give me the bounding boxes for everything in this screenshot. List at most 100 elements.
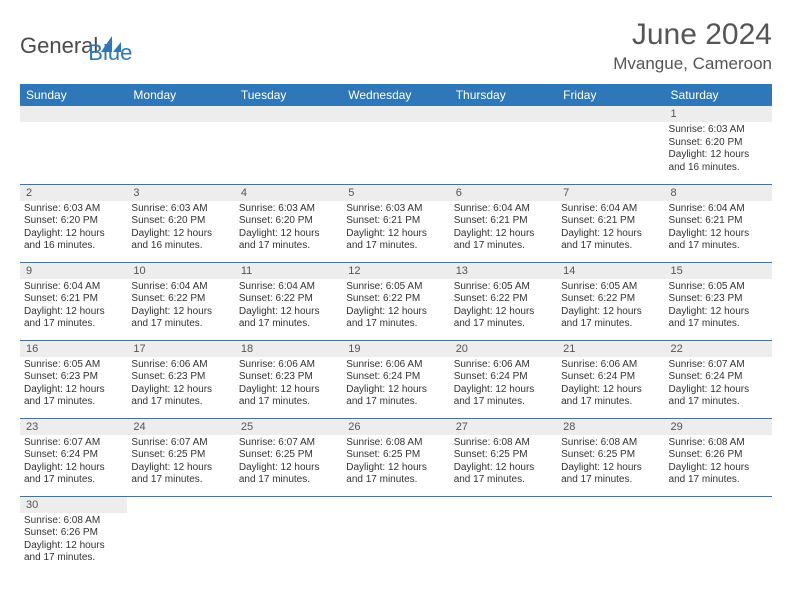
day-number: 16 — [20, 341, 127, 357]
day-header: Friday — [557, 84, 664, 106]
day-number: 20 — [450, 341, 557, 357]
day-cell: 14Sunrise: 6:05 AMSunset: 6:22 PMDayligh… — [557, 262, 664, 340]
day-details: Sunrise: 6:06 AMSunset: 6:24 PMDaylight:… — [346, 359, 445, 409]
day-cell: 15 Sunrise: 6:05 AMSunset: 6:23 PMDayligh… — [665, 262, 772, 340]
calendar-table: SundayMondayTuesdayWednesdayThursdayFrid… — [20, 84, 772, 574]
week-row: 30Sunrise: 6:08 AMSunset: 6:26 PMDayligh… — [20, 496, 772, 574]
day-cell: 27Sunrise: 6:08 AMSunset: 6:25 PMDayligh… — [450, 418, 557, 496]
empty-cell — [450, 106, 557, 184]
day-number: 30 — [20, 497, 127, 513]
week-row: 2Sunrise: 6:03 AMSunset: 6:20 PMDaylight… — [20, 184, 772, 262]
day-header-row: SundayMondayTuesdayWednesdayThursdayFrid… — [20, 84, 772, 106]
day-details: Sunrise: 6:03 AMSunset: 6:20 PMDaylight:… — [24, 203, 123, 253]
day-number: 18 — [235, 341, 342, 357]
empty-cell — [450, 496, 557, 574]
day-details: Sunrise: 6:07 AMSunset: 6:25 PMDaylight:… — [239, 437, 338, 487]
day-number: 25 — [235, 419, 342, 435]
day-cell: 19 Sunrise: 6:06 AMSunset: 6:24 PMDayligh… — [342, 340, 449, 418]
location: Mvangue, Cameroon — [613, 54, 772, 74]
week-row: 16 Sunrise: 6:05 AMSunset: 6:23 PMDayligh… — [20, 340, 772, 418]
day-cell: 12 Sunrise: 6:05 AMSunset: 6:22 PMDayligh… — [342, 262, 449, 340]
day-number: 4 — [235, 185, 342, 201]
day-cell: 11 Sunrise: 6:04 AMSunset: 6:22 PMDayligh… — [235, 262, 342, 340]
day-number: 24 — [127, 419, 234, 435]
day-details: Sunrise: 6:05 AMSunset: 6:23 PMDaylight:… — [669, 281, 768, 331]
day-cell: 22 Sunrise: 6:07 AMSunset: 6:24 PMDayligh… — [665, 340, 772, 418]
empty-cell — [127, 496, 234, 574]
day-details: Sunrise: 6:07 AMSunset: 6:25 PMDaylight:… — [131, 437, 230, 487]
day-cell: 29 Sunrise: 6:08 AMSunset: 6:26 PMDayligh… — [665, 418, 772, 496]
day-details: Sunrise: 6:06 AMSunset: 6:23 PMDaylight:… — [239, 359, 338, 409]
empty-cell — [342, 106, 449, 184]
day-details: Sunrise: 6:08 AMSunset: 6:25 PMDaylight:… — [454, 437, 553, 487]
day-cell: 10Sunrise: 6:04 AMSunset: 6:22 PMDayligh… — [127, 262, 234, 340]
day-cell: 1 Sunrise: 6:03 AMSunset: 6:20 PMDaylight… — [665, 106, 772, 184]
day-cell: 4 Sunrise: 6:03 AMSunset: 6:20 PMDaylight… — [235, 184, 342, 262]
header: General Blue June 2024 Mvangue, Cameroon — [20, 18, 772, 74]
day-details: Sunrise: 6:03 AMSunset: 6:20 PMDaylight:… — [131, 203, 230, 253]
day-details: Sunrise: 6:05 AMSunset: 6:22 PMDaylight:… — [454, 281, 553, 331]
day-number: 26 — [342, 419, 449, 435]
week-row: 1 Sunrise: 6:03 AMSunset: 6:20 PMDaylight… — [20, 106, 772, 184]
day-details: Sunrise: 6:04 AMSunset: 6:22 PMDaylight:… — [239, 281, 338, 331]
day-header: Tuesday — [235, 84, 342, 106]
day-details: Sunrise: 6:04 AMSunset: 6:21 PMDaylight:… — [669, 203, 768, 253]
empty-cell — [557, 106, 664, 184]
day-number: 21 — [557, 341, 664, 357]
day-cell: 21 Sunrise: 6:06 AMSunset: 6:24 PMDayligh… — [557, 340, 664, 418]
day-cell: 2Sunrise: 6:03 AMSunset: 6:20 PMDaylight… — [20, 184, 127, 262]
day-details: Sunrise: 6:06 AMSunset: 6:23 PMDaylight:… — [131, 359, 230, 409]
day-details: Sunrise: 6:07 AMSunset: 6:24 PMDaylight:… — [24, 437, 123, 487]
day-cell: 6Sunrise: 6:04 AMSunset: 6:21 PMDaylight… — [450, 184, 557, 262]
logo-text-1: General — [20, 33, 98, 59]
day-cell: 7 Sunrise: 6:04 AMSunset: 6:21 PMDaylight… — [557, 184, 664, 262]
day-details: Sunrise: 6:03 AMSunset: 6:21 PMDaylight:… — [346, 203, 445, 253]
day-cell: 28 Sunrise: 6:08 AMSunset: 6:25 PMDayligh… — [557, 418, 664, 496]
empty-day-number — [557, 106, 664, 122]
day-number: 15 — [665, 263, 772, 279]
day-number: 1 — [665, 106, 772, 122]
day-number: 17 — [127, 341, 234, 357]
day-cell: 30Sunrise: 6:08 AMSunset: 6:26 PMDayligh… — [20, 496, 127, 574]
day-cell: 18 Sunrise: 6:06 AMSunset: 6:23 PMDayligh… — [235, 340, 342, 418]
day-details: Sunrise: 6:04 AMSunset: 6:22 PMDaylight:… — [131, 281, 230, 331]
logo-text-2: Blue — [88, 40, 132, 65]
day-cell: 20Sunrise: 6:06 AMSunset: 6:24 PMDayligh… — [450, 340, 557, 418]
day-number: 12 — [342, 263, 449, 279]
day-details: Sunrise: 6:07 AMSunset: 6:24 PMDaylight:… — [669, 359, 768, 409]
day-number: 7 — [557, 185, 664, 201]
day-number: 22 — [665, 341, 772, 357]
month-title: June 2024 — [613, 18, 772, 52]
day-details: Sunrise: 6:03 AMSunset: 6:20 PMDaylight:… — [669, 124, 768, 174]
day-number: 28 — [557, 419, 664, 435]
day-details: Sunrise: 6:05 AMSunset: 6:23 PMDaylight:… — [24, 359, 123, 409]
day-number: 29 — [665, 419, 772, 435]
day-cell: 17 Sunrise: 6:06 AMSunset: 6:23 PMDayligh… — [127, 340, 234, 418]
day-number: 19 — [342, 341, 449, 357]
day-header: Saturday — [665, 84, 772, 106]
week-row: 9Sunrise: 6:04 AMSunset: 6:21 PMDaylight… — [20, 262, 772, 340]
day-cell: 5Sunrise: 6:03 AMSunset: 6:21 PMDaylight… — [342, 184, 449, 262]
day-cell: 16 Sunrise: 6:05 AMSunset: 6:23 PMDayligh… — [20, 340, 127, 418]
day-details: Sunrise: 6:08 AMSunset: 6:25 PMDaylight:… — [346, 437, 445, 487]
day-details: Sunrise: 6:03 AMSunset: 6:20 PMDaylight:… — [239, 203, 338, 253]
empty-cell — [665, 496, 772, 574]
day-details: Sunrise: 6:04 AMSunset: 6:21 PMDaylight:… — [561, 203, 660, 253]
empty-day-number — [235, 106, 342, 122]
day-header: Monday — [127, 84, 234, 106]
day-header: Thursday — [450, 84, 557, 106]
day-cell: 25 Sunrise: 6:07 AMSunset: 6:25 PMDayligh… — [235, 418, 342, 496]
day-details: Sunrise: 6:06 AMSunset: 6:24 PMDaylight:… — [561, 359, 660, 409]
empty-cell — [342, 496, 449, 574]
empty-day-number — [127, 106, 234, 122]
day-details: Sunrise: 6:05 AMSunset: 6:22 PMDaylight:… — [346, 281, 445, 331]
day-number: 14 — [557, 263, 664, 279]
day-details: Sunrise: 6:08 AMSunset: 6:26 PMDaylight:… — [669, 437, 768, 487]
day-cell: 23Sunrise: 6:07 AMSunset: 6:24 PMDayligh… — [20, 418, 127, 496]
day-number: 6 — [450, 185, 557, 201]
empty-cell — [557, 496, 664, 574]
week-row: 23Sunrise: 6:07 AMSunset: 6:24 PMDayligh… — [20, 418, 772, 496]
day-number: 11 — [235, 263, 342, 279]
day-number: 9 — [20, 263, 127, 279]
day-details: Sunrise: 6:08 AMSunset: 6:25 PMDaylight:… — [561, 437, 660, 487]
